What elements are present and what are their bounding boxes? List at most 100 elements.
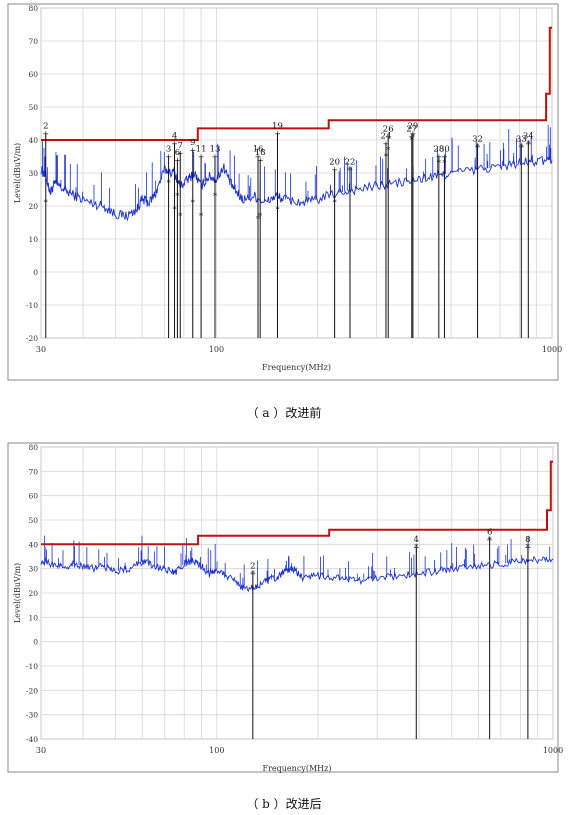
y-tick-label: 10 — [28, 235, 38, 244]
marker-peak-symbol: + — [165, 153, 172, 162]
marker-label: 13 — [210, 145, 221, 155]
marker-peak-symbol: + — [42, 129, 49, 138]
marker-qp-symbol: * — [167, 179, 171, 188]
marker-label: 6 — [487, 527, 492, 537]
chart-panel-a: -20 -10 0 10 20 30 40 50 60 70 80 30 100 1000 Frequenc… — [7, 3, 562, 381]
marker-peak-symbol: + — [331, 166, 338, 175]
marker-qp-symbol: * — [414, 543, 418, 552]
marker-peak-symbol: + — [174, 156, 181, 165]
marker-label: 16 — [253, 145, 264, 155]
marker-label: 2 — [250, 562, 255, 572]
marker-qp-symbol: * — [251, 570, 255, 579]
marker-qp-symbol: * — [173, 205, 177, 214]
marker-peak-symbol: + — [525, 543, 532, 552]
y-tick-label: 70 — [28, 467, 38, 476]
y-tick-label: -30 — [26, 711, 38, 720]
marker-peak-symbol: + — [189, 146, 196, 155]
marker-label: 3 — [166, 145, 171, 155]
marker-qp-symbol: * — [175, 192, 179, 201]
marker-qp-symbol: * — [476, 143, 480, 152]
x-axis-label: Frequency(MHz) — [262, 363, 331, 372]
marker-label: 8 — [525, 535, 530, 545]
marker-peak-symbol: + — [408, 133, 415, 142]
marker-label: 22 — [345, 158, 356, 168]
marker-label: 6 — [175, 148, 180, 158]
marker-label: 28 — [433, 145, 444, 155]
marker-qp-symbol: * — [386, 146, 390, 155]
y-tick-label: -40 — [26, 735, 38, 744]
marker-qp-symbol: * — [213, 192, 217, 201]
marker-peak-symbol: + — [257, 156, 264, 165]
y-axis-label: Level(dBuV/m) — [13, 143, 22, 203]
marker-peak-symbol: + — [518, 143, 525, 152]
marker-label: 2 — [43, 121, 48, 131]
y-tick-label: 40 — [28, 136, 38, 145]
y-tick-label: 60 — [28, 492, 38, 501]
emission-trace — [40, 555, 554, 593]
marker-peak-symbol: + — [347, 166, 354, 175]
marker-qp-symbol: * — [526, 139, 530, 148]
marker-peak-symbol: + — [474, 143, 481, 152]
marker-qp-symbol: * — [411, 133, 415, 142]
marker-label: 19 — [272, 121, 283, 131]
caption-b: （ b ）改进后 — [246, 797, 322, 811]
y-tick-label: 80 — [28, 443, 38, 452]
emission-trace — [40, 155, 553, 222]
y-tick-label: 10 — [28, 613, 38, 622]
y-tick-label: 60 — [28, 70, 38, 79]
marker-qp-symbol: * — [410, 136, 414, 145]
marker-peak-symbol: + — [435, 153, 442, 162]
x-axis-label: Frequency(MHz) — [263, 764, 332, 773]
marker-peak-symbol: + — [255, 153, 262, 162]
chart-panel-b: -40 -30 -20 -10 0 10 20 30 40 50 60 70 80 30 100 1000 Fr… — [7, 442, 563, 773]
y-tick-label: 50 — [28, 103, 38, 112]
marker-qp-symbol: * — [384, 153, 388, 162]
marker-peak-symbol: + — [383, 139, 390, 148]
marker-label: 24 — [381, 131, 392, 141]
marker-label: 29 — [407, 121, 418, 131]
marker-peak-symbol: + — [212, 153, 219, 162]
marker-qp-symbol: * — [178, 212, 182, 221]
marker-label: 18 — [255, 148, 266, 158]
x-tick-label: 100 — [209, 746, 224, 755]
marker-label: 34 — [523, 131, 534, 141]
marker-peak-symbol: + — [171, 139, 178, 148]
y-tick-label: 30 — [28, 169, 38, 178]
limit-line — [41, 26, 552, 141]
marker-peak-symbol: + — [441, 153, 448, 162]
marker-qp-symbol: * — [199, 212, 203, 221]
marker-qp-symbol: * — [44, 199, 48, 208]
y-tick-label: 20 — [28, 589, 38, 598]
marker-qp-symbol: * — [258, 212, 262, 221]
marker-label: 27 — [406, 125, 417, 135]
marker-label: 4 — [172, 131, 177, 141]
marker-label: 4 — [414, 535, 419, 545]
x-tick-label: 30 — [36, 345, 46, 354]
marker-label: 7 — [178, 141, 183, 151]
marker-qp-symbol: * — [526, 543, 530, 552]
y-tick-label: 50 — [28, 516, 38, 525]
marker-peak-symbol: + — [385, 133, 392, 142]
marker-peak-symbol: + — [274, 129, 281, 138]
marker-label: 9 — [190, 138, 195, 148]
marker-peak-symbol: + — [410, 129, 417, 138]
x-tick-label: 30 — [36, 746, 46, 755]
y-tick-label: 0 — [33, 638, 38, 647]
limit-line — [41, 460, 553, 546]
x-tick-label: 1000 — [542, 345, 562, 354]
y-tick-label: 40 — [28, 540, 38, 549]
marker-qp-symbol: * — [333, 199, 337, 208]
marker-label: 11 — [196, 145, 207, 155]
y-tick-label: 30 — [28, 565, 38, 574]
y-tick-label: -20 — [26, 686, 38, 695]
caption-a: （ a ）改进前 — [246, 406, 322, 420]
marker-peak-symbol: + — [249, 570, 256, 579]
marker-qp-symbol: * — [442, 159, 446, 168]
marker-label: 30 — [439, 145, 450, 155]
marker-qp-symbol: * — [256, 215, 260, 224]
y-tick-label: 80 — [28, 4, 38, 13]
y-tick-label: 20 — [28, 202, 38, 211]
y-tick-label: -10 — [26, 662, 38, 671]
y-tick-label: 0 — [33, 268, 38, 277]
